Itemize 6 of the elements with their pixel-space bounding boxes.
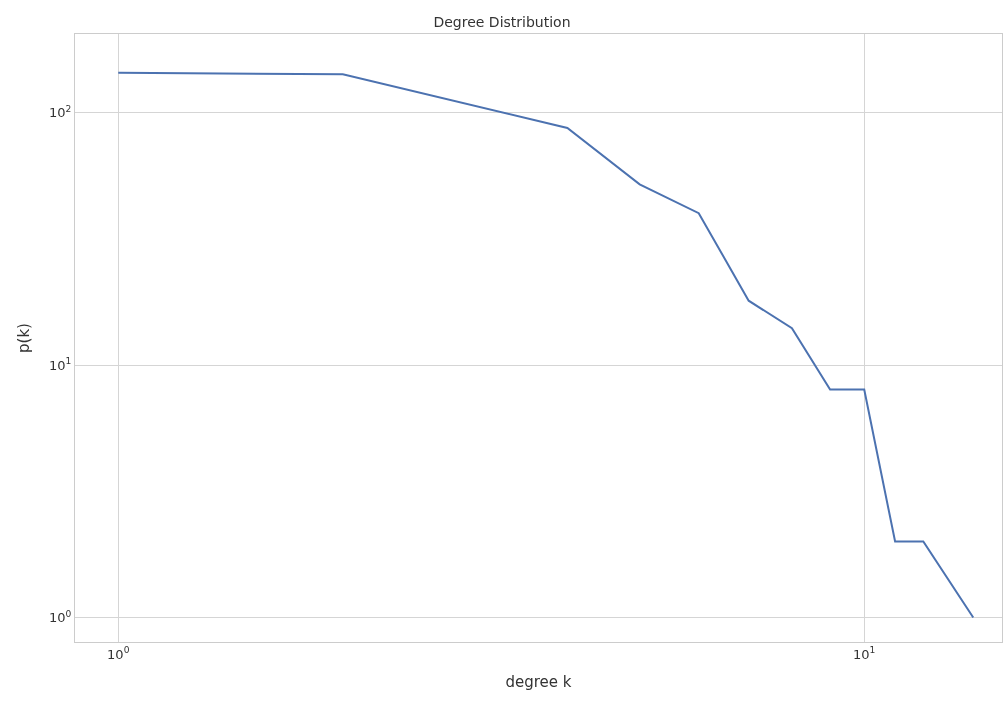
y-tick-label: 10$^{0}$ <box>48 608 72 626</box>
y-tick-label: 10$^{1}$ <box>48 356 72 373</box>
y-tick-label: 10$^{2}$ <box>48 103 72 121</box>
chart-title: Degree Distribution <box>433 14 571 31</box>
y-axis-title: p(k) <box>15 323 34 353</box>
x-axis-title: degree k <box>505 672 572 691</box>
